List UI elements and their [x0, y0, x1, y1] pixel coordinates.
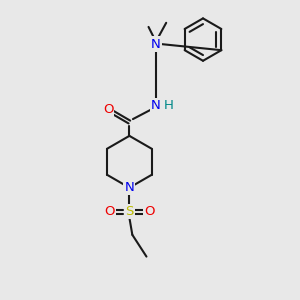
Text: O: O: [103, 103, 113, 116]
Text: N: N: [151, 99, 161, 112]
Text: N: N: [151, 38, 161, 50]
Text: O: O: [144, 205, 155, 218]
Text: N: N: [124, 181, 134, 194]
Text: O: O: [104, 205, 115, 218]
Text: H: H: [163, 99, 173, 112]
Text: S: S: [125, 205, 134, 218]
